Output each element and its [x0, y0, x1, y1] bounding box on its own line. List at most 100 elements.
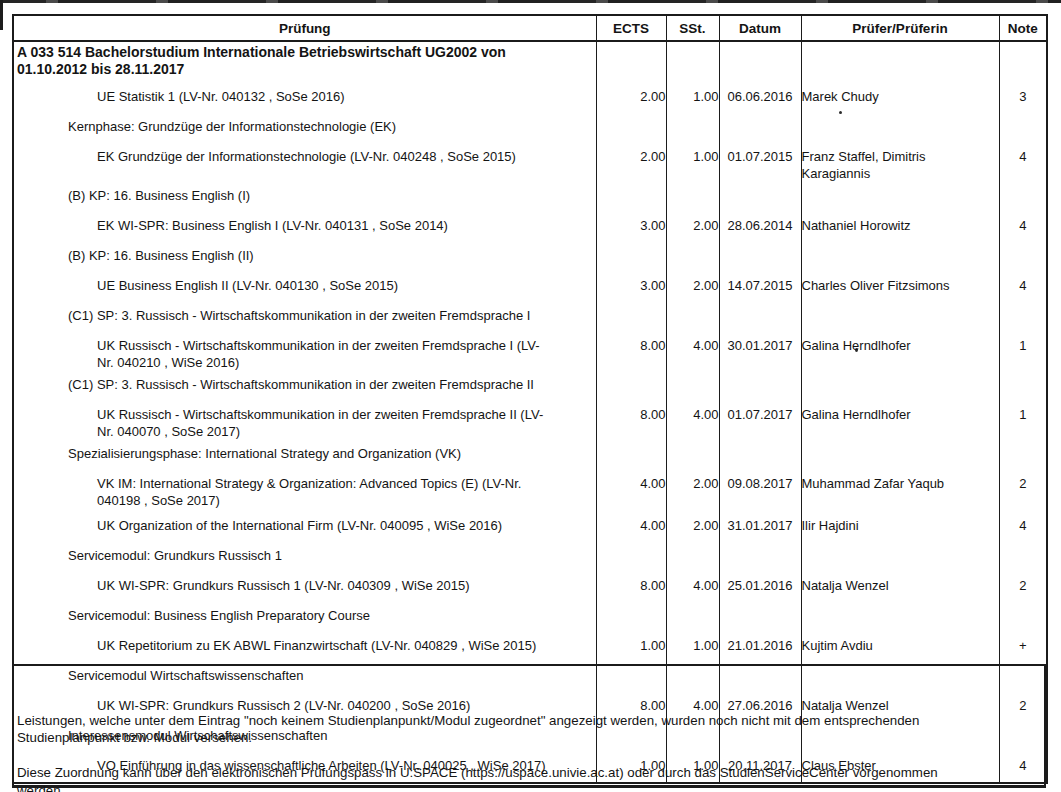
datum-cell: 28.06.2014 [719, 209, 801, 242]
module-category-title: Servicemodul: Grundkurs Russisch 1 [14, 547, 596, 564]
sst-cell [666, 602, 719, 629]
sst-cell: 1.00 [666, 140, 719, 182]
note-cell [999, 302, 1047, 329]
pruefung-cell: Servicemodul: Grundkurs Russisch 1 [13, 542, 596, 569]
pruefer-cell: Franz Staffel, Dimitris Karagiannis [801, 140, 999, 182]
pruefer-cell [801, 440, 999, 467]
ects-cell [596, 602, 666, 629]
pruefer-cell: Nathaniel Horowitz [801, 209, 999, 242]
sst-cell: 2.00 [666, 269, 719, 302]
pruefer-cell [801, 542, 999, 569]
datum-cell [719, 440, 801, 467]
sst-cell: 4.00 [666, 329, 719, 371]
scan-artifact-top-line [0, 0, 1061, 3]
pruefung-cell: EK Grundzüge der Informationstechnologie… [13, 140, 596, 182]
pruefer-cell: Galina Herndlhofer [801, 398, 999, 440]
module-category-title: Kernphase: Grundzüge der Informationstec… [14, 118, 596, 135]
pruefung-cell: (B) KP: 16. Business English (I) [13, 182, 596, 209]
note-cell [999, 41, 1047, 80]
module-category-row: (B) KP: 16. Business English (I) [13, 182, 1047, 209]
col-header-sst: SSt. [666, 15, 719, 41]
pruefung-cell: Kernphase: Grundzüge der Informationstec… [13, 113, 596, 140]
pruefer-cell: Ilir Hajdini [801, 509, 999, 542]
module-category-title: Spezialisierungsphase: International Str… [14, 445, 596, 462]
ects-cell [596, 182, 666, 209]
ects-cell: 1.00 [596, 629, 666, 662]
pruefer-cell: Galina Herndlhofer [801, 329, 999, 371]
pruefung-cell: UE Business English II (LV-Nr. 040130 , … [13, 269, 596, 302]
table-header-row: Prüfung ECTS SSt. Datum Prüfer/Prüferin … [13, 15, 1047, 41]
pruefung-cell: Servicemodul: Business English Preparato… [13, 602, 596, 629]
course-row: EK Grundzüge der Informationstechnologie… [13, 140, 1047, 182]
sst-cell [666, 542, 719, 569]
ects-cell: 8.00 [596, 329, 666, 371]
sst-cell: 1.00 [666, 80, 719, 113]
datum-cell [719, 113, 801, 140]
note-cell [999, 542, 1047, 569]
datum-cell [719, 41, 801, 80]
module-category-title: (B) KP: 16. Business English (II) [14, 247, 596, 264]
ects-cell: 3.00 [596, 209, 666, 242]
study-programme-title: A 033 514 Bachelorstudium Internationale… [14, 44, 596, 78]
pruefer-cell: Marek Chudy [801, 80, 999, 113]
ects-cell: 2.00 [596, 80, 666, 113]
note-cell [999, 602, 1047, 629]
module-category-title: (C1) SP: 3. Russisch - Wirtschaftskommun… [14, 376, 596, 393]
module-category-row: Servicemodul: Grundkurs Russisch 1 [13, 542, 1047, 569]
note-cell [999, 440, 1047, 467]
note-cell: 1 [999, 329, 1047, 371]
course-title: UK Repetitorium zu EK ABWL Finanzwirtsch… [14, 637, 596, 654]
datum-cell: 25.01.2016 [719, 569, 801, 602]
note-cell: 2 [999, 569, 1047, 602]
pruefung-cell: VK IM: International Strategy & Organiza… [13, 467, 596, 509]
course-title: UK WI-SPR: Grundkurs Russisch 1 (LV-Nr. … [14, 577, 596, 594]
course-title: UE Statistik 1 (LV-Nr. 040132 , SoSe 201… [14, 88, 596, 105]
ects-cell: 4.00 [596, 467, 666, 509]
datum-cell: 01.07.2017 [719, 398, 801, 440]
course-title: UE Business English II (LV-Nr. 040130 , … [14, 277, 596, 294]
course-row: VK IM: International Strategy & Organiza… [13, 467, 1047, 509]
datum-cell [719, 182, 801, 209]
note-cell: 4 [999, 509, 1047, 542]
study-programme-header-row: A 033 514 Bachelorstudium Internationale… [13, 41, 1047, 80]
col-header-datum: Datum [719, 15, 801, 41]
note-cell [999, 242, 1047, 269]
note-cell [999, 113, 1047, 140]
datum-cell: 21.01.2016 [719, 629, 801, 662]
course-row: UK Russisch - Wirtschaftskommunikation i… [13, 329, 1047, 371]
course-row: UK WI-SPR: Grundkurs Russisch 1 (LV-Nr. … [13, 569, 1047, 602]
footer-paragraph-assignment-info: Leistungen, welche unter dem Eintrag "no… [17, 712, 1036, 747]
note-cell: + [999, 629, 1047, 662]
pruefer-cell: Charles Oliver Fitzsimons [801, 269, 999, 302]
course-title: VK IM: International Strategy & Organiza… [14, 475, 596, 509]
sst-cell: 2.00 [666, 509, 719, 542]
note-cell [999, 182, 1047, 209]
pruefer-cell [801, 302, 999, 329]
module-category-row: Servicemodul: Business English Preparato… [13, 602, 1047, 629]
pruefung-cell: UK Russisch - Wirtschaftskommunikation i… [13, 329, 596, 371]
sst-cell [666, 440, 719, 467]
course-row: UE Statistik 1 (LV-Nr. 040132 , SoSe 201… [13, 80, 1047, 113]
datum-cell: 30.01.2017 [719, 329, 801, 371]
pruefung-cell: EK WI-SPR: Business English I (LV-Nr. 04… [13, 209, 596, 242]
datum-cell [719, 242, 801, 269]
col-header-note: Note [999, 15, 1047, 41]
ects-cell: 8.00 [596, 398, 666, 440]
course-row: UK Russisch - Wirtschaftskommunikation i… [13, 398, 1047, 440]
datum-cell: 01.07.2015 [719, 140, 801, 182]
module-category-row: Kernphase: Grundzüge der Informationstec… [13, 113, 1047, 140]
datum-cell: 31.01.2017 [719, 509, 801, 542]
sst-cell: 4.00 [666, 398, 719, 440]
col-header-pruefung: Prüfung [13, 15, 596, 41]
ects-cell: 3.00 [596, 269, 666, 302]
datum-cell [719, 542, 801, 569]
sst-cell [666, 182, 719, 209]
module-category-title: (B) KP: 16. Business English (I) [14, 187, 596, 204]
ects-cell [596, 371, 666, 398]
note-cell: 3 [999, 80, 1047, 113]
sst-cell [666, 371, 719, 398]
course-title: UK Organization of the International Fir… [14, 517, 596, 534]
module-category-row: (B) KP: 16. Business English (II) [13, 242, 1047, 269]
sst-cell: 1.00 [666, 629, 719, 662]
pruefer-cell [801, 602, 999, 629]
